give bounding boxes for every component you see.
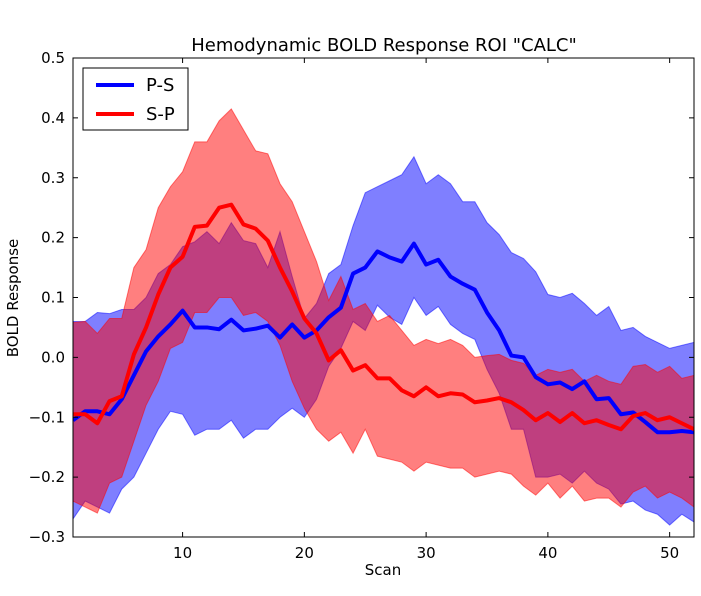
y-tick-label: 0.4	[41, 109, 65, 127]
y-axis: −0.3 −0.2 −0.1 0.0 0.1 0.2 0.3 0.4 0.5	[29, 49, 694, 546]
y-tick-label: −0.2	[29, 468, 65, 486]
x-tick-label: 10	[173, 544, 192, 562]
y-tick-label: 0.2	[41, 229, 65, 247]
legend-label-p-s: P-S	[146, 75, 174, 96]
y-tick-label: 0.3	[41, 169, 65, 187]
y-tick-label: −0.3	[29, 528, 65, 546]
y-axis-label: BOLD Response	[4, 239, 22, 358]
y-tick-label: 0.5	[41, 49, 65, 67]
legend: P-S S-P	[82, 67, 189, 131]
line-s-p	[73, 202, 694, 432]
x-tick-label: 30	[417, 544, 436, 562]
line-p-s	[73, 241, 694, 435]
x-axis: 10 20 30 40 50	[173, 58, 679, 562]
y-tick-label: 0.0	[41, 348, 65, 366]
y-tick-label: −0.1	[29, 408, 65, 426]
legend-label-s-p: S-P	[146, 104, 175, 125]
x-axis-label: Scan	[365, 561, 401, 579]
x-tick-label: 50	[660, 544, 679, 562]
x-tick-label: 20	[295, 544, 314, 562]
legend-box	[82, 67, 189, 131]
chart-title: Hemodynamic BOLD Response ROI "CALC"	[191, 35, 577, 56]
x-tick-label: 40	[538, 544, 557, 562]
y-tick-label: 0.1	[41, 289, 65, 307]
mean-lines	[73, 202, 694, 435]
